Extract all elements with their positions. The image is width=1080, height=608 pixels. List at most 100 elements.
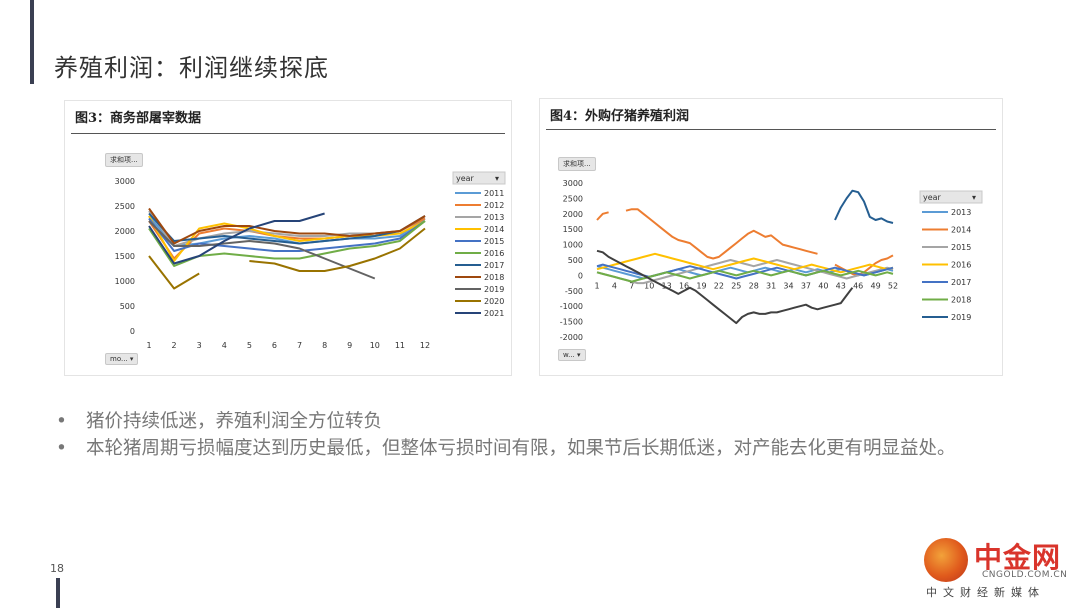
- y-tick-label: 3000: [115, 177, 135, 186]
- legend-label: 2013: [484, 213, 504, 222]
- logo-brand-name: 中金网: [974, 541, 1062, 574]
- legend-header: year: [923, 193, 942, 202]
- logo-tagline: 中文财经新媒体: [926, 586, 1045, 599]
- legend-label: 2014: [484, 225, 504, 234]
- chart-title: 图4：外购仔猪养殖利润: [550, 109, 690, 124]
- y-tick-label: 1500: [563, 225, 583, 234]
- y-tick-label: 0: [578, 271, 583, 280]
- y-tick-label: -500: [565, 287, 583, 296]
- y-tick-label: -2000: [560, 333, 583, 342]
- top-accent-bar: [30, 0, 34, 84]
- legend-label: 2020: [484, 297, 504, 306]
- x-tick-label: 28: [749, 281, 759, 290]
- x-tick-label: 13: [662, 281, 672, 290]
- y-tick-label: -1500: [560, 318, 583, 327]
- bullet-dot-icon: •: [56, 411, 67, 432]
- legend-label: 2014: [951, 226, 971, 235]
- brand-logo: 中金网 CNGOLD.COM.CN 中文财经新媒体: [922, 536, 1072, 602]
- x-tick-label: 16: [679, 281, 689, 290]
- x-tick-label: 37: [801, 281, 811, 290]
- x-tick-label: 43: [836, 281, 846, 290]
- pivot-value-button[interactable]: 求和项...: [105, 153, 143, 167]
- legend-label: 2017: [951, 278, 971, 287]
- x-tick-label: 4: [222, 341, 227, 350]
- y-tick-label: 500: [120, 302, 135, 311]
- legend-filter-button: [452, 171, 506, 185]
- y-tick-label: 2000: [115, 227, 135, 236]
- x-tick-label: 4: [612, 281, 617, 290]
- x-tick-label: 9: [347, 341, 352, 350]
- logo-url: CNGOLD.COM.CN: [982, 570, 1068, 580]
- series-line-2019: [148, 220, 376, 280]
- series-line-2021: [148, 212, 325, 265]
- y-tick-label: 2500: [115, 202, 135, 211]
- pivot-axis-button[interactable]: mo... ▾: [105, 353, 139, 365]
- x-tick-label: 11: [395, 341, 405, 350]
- x-tick-label: 10: [644, 281, 654, 290]
- x-tick-label: 5: [247, 341, 252, 350]
- y-tick-label: 1500: [115, 252, 135, 261]
- legend-header: year: [456, 174, 475, 183]
- logo-emblem-icon: [924, 538, 968, 582]
- filter-icon: ▾: [495, 174, 499, 183]
- series-line-2016: [596, 252, 894, 274]
- y-tick-label: 3000: [563, 179, 583, 188]
- legend-label: 2019: [484, 285, 504, 294]
- x-tick-label: 7: [297, 341, 302, 350]
- slide-title: 养殖利润：利润继续探底: [54, 54, 329, 82]
- series-line-2019: [834, 189, 894, 224]
- legend-label: 2016: [951, 261, 971, 270]
- y-tick-label: 2000: [563, 210, 583, 219]
- series-line-2020: [148, 227, 426, 290]
- x-tick-label: 12: [420, 341, 430, 350]
- x-tick-label: 8: [322, 341, 327, 350]
- x-tick-label: 6: [272, 341, 277, 350]
- x-tick-label: 1: [146, 341, 151, 350]
- filter-icon: ▾: [972, 193, 976, 202]
- x-tick-label: 19: [696, 281, 706, 290]
- pivot-value-button[interactable]: 求和项...: [558, 157, 596, 171]
- page-number: 18: [50, 562, 64, 575]
- chart-title: 图3：商务部屠宰数据: [75, 111, 202, 126]
- chart-panel-piglet-profit: 图4：外购仔猪养殖利润 求和项... w... ▾ -2000 -1500 -100…: [539, 98, 1003, 376]
- y-tick-label: 500: [568, 256, 583, 265]
- title-rule: [546, 129, 996, 130]
- series-line-2018: [148, 207, 426, 245]
- chart-panel-slaughter: 图3：商务部屠宰数据 求和项... mo... ▾ 0 500 1000 1500 20…: [64, 100, 512, 376]
- series-line-2015: [148, 217, 426, 252]
- legend-label: 2015: [484, 237, 504, 246]
- legend-label: 2015: [951, 243, 971, 252]
- bullet-item: • 猪价持续低迷，养殖利润全方位转负: [56, 408, 1016, 435]
- bottom-accent-bar: [56, 578, 60, 608]
- x-tick-label: 40: [818, 281, 828, 290]
- pivot-axis-label: w...: [563, 351, 575, 359]
- legend-label: 2021: [484, 309, 504, 318]
- series-line-2014: [596, 208, 894, 277]
- x-tick-label: 52: [888, 281, 898, 290]
- x-tick-label: 3: [197, 341, 202, 350]
- x-tick-label: 34: [783, 281, 793, 290]
- legend-label: 2017: [484, 261, 504, 270]
- x-tick-label: 2: [172, 341, 177, 350]
- legend-label: 2016: [484, 249, 504, 258]
- title-rule: [71, 133, 505, 134]
- series-line-2015: [596, 259, 894, 285]
- x-tick-label: 25: [731, 281, 741, 290]
- pivot-axis-button[interactable]: w... ▾: [558, 349, 586, 361]
- y-tick-label: 1000: [115, 277, 135, 286]
- x-tick-label: 10: [370, 341, 380, 350]
- bullet-text: 猪价持续低迷，养殖利润全方位转负: [86, 411, 383, 432]
- bullet-item: • 本轮猪周期亏损幅度达到历史最低，但整体亏损时间有限，如果节后长期低迷，对产能去…: [56, 435, 1016, 462]
- legend-label: 2011: [484, 189, 504, 198]
- pivot-axis-label: mo...: [110, 355, 128, 363]
- y-tick-label: 2500: [563, 194, 583, 203]
- bullet-text: 本轮猪周期亏损幅度达到历史最低，但整体亏损时间有限，如果节后长期低迷，对产能去化…: [86, 438, 956, 459]
- legend-label: 2018: [951, 296, 971, 305]
- y-tick-label: 0: [130, 327, 135, 336]
- x-tick-label: 7: [629, 281, 634, 290]
- x-tick-label: 49: [870, 281, 880, 290]
- legend-label: 2012: [484, 201, 504, 210]
- y-tick-label: -1000: [560, 302, 583, 311]
- x-tick-label: 31: [766, 281, 776, 290]
